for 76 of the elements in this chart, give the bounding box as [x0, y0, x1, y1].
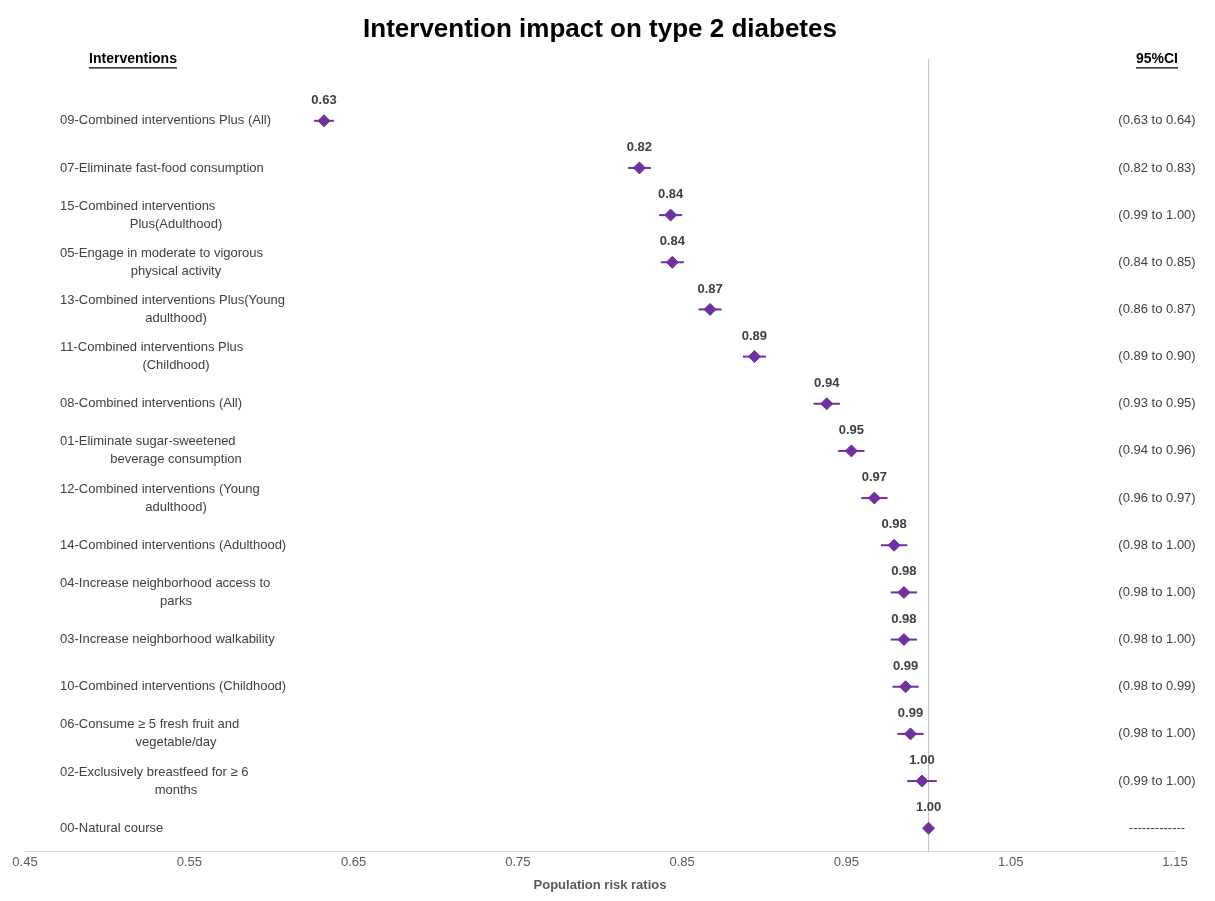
point	[904, 727, 917, 741]
x-tick-label: 0.65	[340, 854, 367, 870]
data-label: 0.99	[897, 704, 924, 720]
data-label: 0.84	[659, 233, 686, 249]
y-tick-label: 12-Combined interventions (Young adulthood)	[60, 480, 260, 514]
annotation: (0.94 to 0.96)	[1118, 442, 1196, 458]
annotation: (0.86 to 0.87)	[1118, 301, 1196, 317]
data-label: 0.94	[814, 374, 841, 390]
data-label: 0.87	[697, 280, 723, 296]
point	[747, 350, 761, 364]
data-label: 0.98	[891, 610, 917, 626]
x-tick-label: 0.45	[12, 854, 38, 870]
annotation: (0.98 to 1.00)	[1118, 536, 1196, 552]
annotation: (0.98 to 1.00)	[1118, 631, 1196, 647]
data-label: 0.84	[657, 186, 685, 202]
y-tick-label: 04-Increase neighborhood access to parks	[60, 574, 271, 608]
y2-axis-title: 95%CI	[1135, 50, 1179, 67]
y-tick-label: 05-Engage in moderate to vigorous physical activity	[60, 244, 264, 278]
y-tick-label: 02-Exclusively breastfeed for ≥ 6 months	[60, 763, 249, 797]
y-axis-title: Interventions	[89, 50, 178, 67]
x-tick-label: 1.15	[1162, 854, 1188, 870]
y-tick-label: 10-Combined interventions (Childhood)	[60, 678, 287, 694]
annotation: (0.98 to 0.99)	[1118, 678, 1196, 694]
point	[665, 255, 679, 269]
point	[899, 680, 913, 694]
point	[703, 302, 717, 316]
point	[632, 161, 646, 175]
annotation: (0.63 to 0.64)	[1118, 112, 1196, 128]
point	[922, 821, 936, 835]
y-tick-label: 07-Eliminate fast-food consumption	[60, 159, 264, 175]
annotation: (0.99 to 1.00)	[1118, 772, 1196, 788]
x-axis-title: Population risk ratios	[533, 876, 667, 892]
x-tick-label: 1.05	[998, 854, 1024, 870]
annotation: (0.96 to 0.97)	[1118, 489, 1196, 505]
data-label: 0.95	[838, 422, 865, 437]
point	[897, 633, 911, 647]
y-tick-label: 11-Combined interventions Plus (Childhood)	[60, 339, 244, 373]
data-label: 1.00	[909, 752, 935, 768]
point	[867, 491, 881, 505]
point	[820, 397, 834, 411]
point	[897, 585, 911, 599]
y-tick-label: 14-Combined interventions (Adulthood)	[60, 536, 287, 552]
data-label: 0.98	[881, 516, 907, 532]
point	[844, 444, 858, 458]
y-tick-label: 01-Eliminate sugar-sweetened beverage consumption	[60, 433, 242, 467]
y-tick-label: 08-Combined interventions (All)	[60, 395, 243, 411]
annotation: (0.98 to 1.00)	[1118, 583, 1196, 599]
annotation: (0.98 to 1.00)	[1118, 725, 1196, 741]
annotation: (0.99 to 1.00)	[1118, 206, 1196, 222]
y-tick-label: 06-Consume ≥ 5 fresh fruit and vegetable/day	[60, 716, 240, 750]
x-tick-label: 0.55	[176, 854, 202, 870]
x-tick-label: 0.75	[505, 854, 531, 870]
data-label: 0.99	[892, 657, 919, 673]
annotation: (0.84 to 0.85)	[1118, 253, 1196, 269]
x-tick-label: 0.95	[833, 854, 860, 870]
y-tick-label: 13-Combined interventions Plus(Young adulthood)	[60, 292, 285, 326]
y-tick-label: 00-Natural course	[60, 819, 164, 835]
x-tick-label: 0.85	[669, 854, 695, 870]
y-tick-label: 03-Increase neighborhood walkability	[60, 631, 276, 647]
data-label: 0.63	[311, 91, 337, 107]
data-label: 0.89	[741, 327, 768, 343]
point	[887, 538, 901, 552]
y-tick-label: 09-Combined interventions Plus (All)	[60, 112, 271, 128]
point	[915, 774, 929, 788]
point	[317, 114, 331, 128]
annotation: (0.89 to 0.90)	[1118, 348, 1196, 364]
y-tick-label: 15-Combined interventions Plus(Adulthood)	[60, 197, 223, 231]
annotation: -------------	[1128, 819, 1186, 835]
data-label: 0.82	[626, 139, 653, 155]
data-label: 1.00	[915, 799, 942, 815]
chart-title: Intervention impact on type 2 diabetes	[363, 12, 837, 43]
data-label: 0.98	[891, 563, 917, 579]
annotation: (0.93 to 0.95)	[1118, 395, 1196, 411]
point	[664, 208, 678, 222]
data-label: 0.97	[861, 469, 888, 485]
annotation: (0.82 to 0.83)	[1118, 159, 1196, 175]
